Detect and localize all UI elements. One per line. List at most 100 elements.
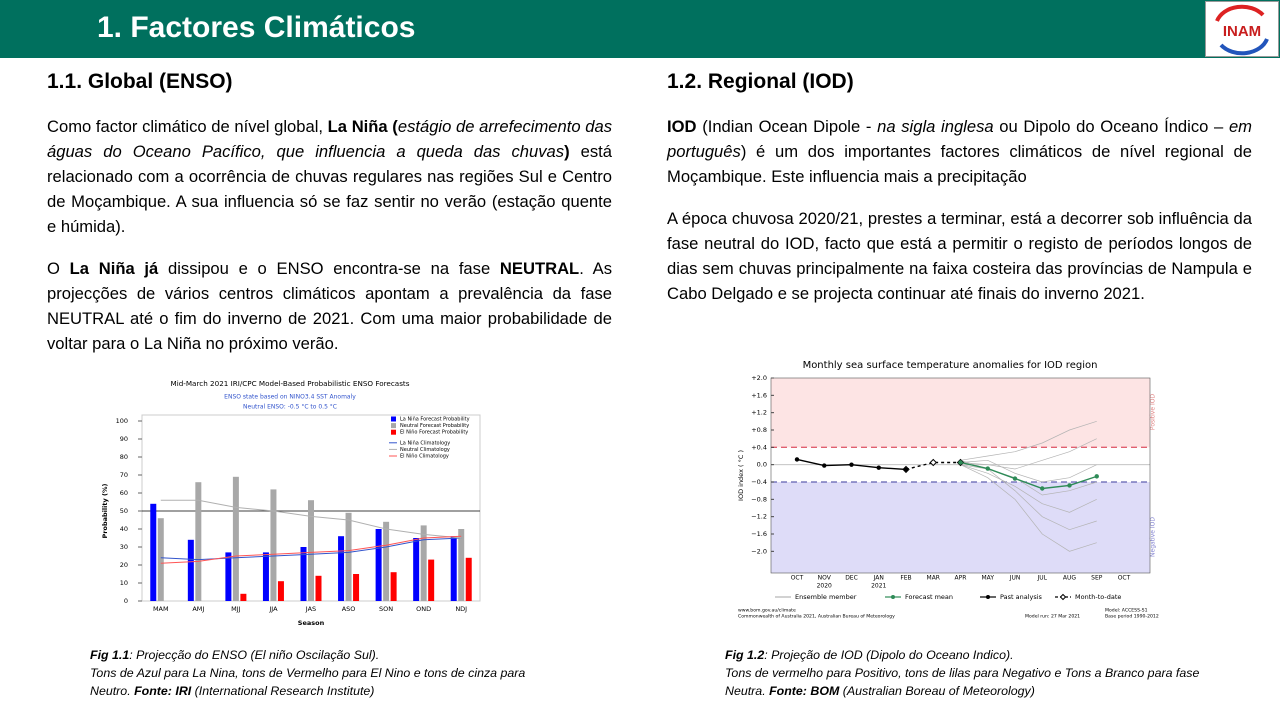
positive-label: Positive IOD [1150,394,1157,431]
y-tick-label: −0.8 [751,495,767,503]
text-run: IOD [667,117,697,136]
y-tick-label: 20 [120,561,128,569]
bar [390,572,397,601]
x-tick-label: FEB [900,575,911,582]
bar [338,536,345,601]
bar [465,557,472,601]
paragraph: IOD (Indian Ocean Dipole - na sigla ingl… [667,114,1252,189]
chart-title: Mid-March 2021 IRI/CPC Model-Based Proba… [171,379,410,388]
text-run: Como factor climático de nível global, [47,117,328,136]
text-run: : Projecção do ENSO (El niño Oscilação S… [129,648,380,662]
text-run: . As projecções de vários centros climát… [47,259,612,353]
plot-frame [770,377,1151,574]
y-tick-label: 0 [124,597,128,605]
footer-text: Model: ACCESS-S1 [1105,608,1148,614]
bar [262,552,269,601]
marker [822,463,827,468]
y-axis-label: IOD index ( °C ) [737,450,745,501]
x-year-label: 2021 [871,583,886,590]
bar [270,489,277,601]
bar [353,574,360,601]
climatology-line [160,499,462,539]
ensemble-member [960,464,1097,513]
x-tick-label: JUN [1009,575,1021,582]
caption-line: Fig 1.2: Projeção de IOD (Dipolo do Ocea… [725,646,1220,664]
legend-label: La Niña Forecast Probability [400,417,470,423]
negative-region [771,482,1150,573]
y-tick-label: +0.4 [751,443,767,451]
text-run: Tons de Azul para La Nina, tons de Verme… [90,666,526,698]
x-tick-label: OND [416,605,431,613]
marker [958,460,963,465]
text-run: estágio de arrefecimento das águas do Oc… [47,117,612,161]
y-tick-label: 70 [120,471,128,479]
text-run: dissipou e o ENSO encontra-se na fase [158,259,500,278]
y-tick-label: +2.0 [751,374,767,382]
text-run: Fig 1.2 [725,648,765,662]
section-heading: 1.2. Regional (IOD) [667,70,854,93]
x-tick-label: MJJ [231,605,241,613]
text-run: O [47,259,70,278]
positive-region [771,378,1150,448]
y-tick-label: +0.8 [751,426,767,434]
legend-label: Past analysis [1000,593,1043,601]
x-tick-label: OCT [791,575,804,582]
y-tick-label: 10 [120,579,128,587]
caption-line: Tons de Azul para La Nina, tons de Verme… [90,664,535,700]
legend-label: El Niño Climatology [400,454,449,460]
text-run: ) [564,142,570,161]
bar [315,575,322,601]
x-tick-label: NDJ [455,605,467,613]
marker [929,458,937,467]
x-tick-label: NOV [818,575,832,582]
footer-text: Base period 1990-2012 [1105,614,1159,620]
text-run: Tons de vermelho para Positivo, tons de … [725,666,1200,698]
bar [300,547,307,601]
iod-chart: Monthly sea surface temperature anomalie… [737,360,1159,620]
text-run: (Indian Ocean Dipole - [696,117,878,136]
x-tick-label: JJA [268,605,278,613]
marker [1067,483,1072,488]
bar [195,482,202,601]
figure-caption: Fig 1.1: Projecção do ENSO (El niño Osci… [90,646,535,700]
text-run: NEUTRAL [499,259,580,278]
y-tick-label: −0.4 [751,478,767,486]
bar [420,525,427,601]
text-run: Fonte: IRI [134,684,192,698]
logo-arrow [1219,38,1269,56]
bar [187,539,194,601]
climatology-line [160,535,462,564]
caption-line: Tons de vermelho para Positivo, tons de … [725,664,1220,700]
legend-label: Month-to-date [1075,593,1121,601]
climatology-line [160,537,462,561]
x-tick-label: AUG [1063,575,1076,582]
negative-label: Negative IOD [1150,517,1157,557]
bar [458,529,465,601]
bar [240,593,247,601]
right-column: 1.2. Regional (IOD) IOD (Indian Ocean Di… [667,70,1252,323]
legend-marker [986,595,990,599]
legend-label: Neutral Climatology [400,447,450,453]
bar [232,476,239,601]
logo-text: INAM [1223,23,1261,40]
paragraph: A época chuvosa 2020/21, prestes a termi… [667,206,1252,306]
text-run: La Niña ( [327,117,398,136]
text-run: A época chuvosa 2020/21, prestes a termi… [667,209,1252,303]
x-tick-label: MAY [982,575,995,582]
legend-marker [1059,593,1067,601]
series-line [960,461,1097,490]
x-tick-label: JUL [1036,575,1047,582]
marker [876,465,881,470]
slide-title: 1. Factores Climáticos [97,11,416,44]
bar [375,529,382,601]
ensemble-member [960,464,1097,552]
bar [157,518,164,601]
legend-label: Forecast mean [905,593,953,601]
text-run: : Projeção de IOD (Dipolo do Oceano Indi… [764,648,1014,662]
legend-label: Ensemble member [795,593,857,601]
logo-arrow [1215,4,1265,22]
footer-text: Model run: 27 Mar 2021 [1025,614,1080,620]
legend-label: La Niña Climatology [400,440,450,446]
marker [794,457,800,462]
x-tick-label: MAR [927,575,940,582]
